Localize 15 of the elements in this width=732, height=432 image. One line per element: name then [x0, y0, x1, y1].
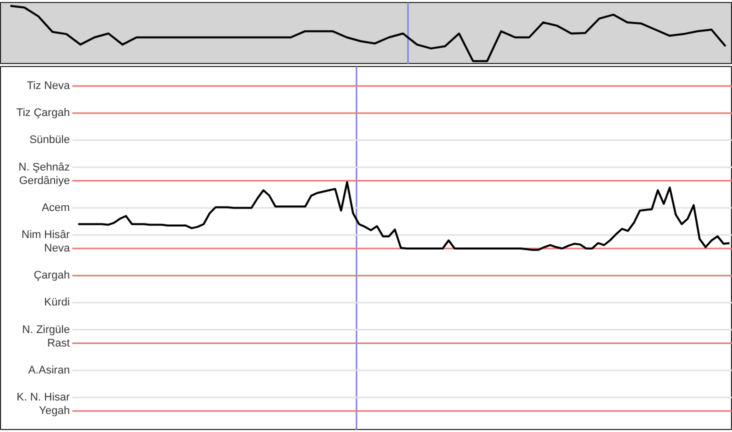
ref-line-label: Tiz Neva	[26, 80, 71, 92]
ref-line-label: Yegah	[39, 405, 70, 417]
ref-line-label: N. Şehnâz	[18, 161, 70, 174]
ref-line-label: A.Asiran	[28, 364, 70, 376]
ref-line-label: Tiz Çargah	[16, 107, 70, 120]
ref-line-label: Acem	[42, 202, 70, 214]
ref-line-label: Sünbüle	[29, 134, 70, 146]
ref-line-label: Neva	[44, 242, 71, 254]
ref-line-label: Nim Hisâr	[22, 228, 70, 241]
ref-line-label: N. Zirgüle	[22, 324, 70, 336]
ref-line-label: Rast	[47, 337, 70, 350]
ref-line-label: Kürdi	[44, 296, 70, 309]
ref-line-label: Çargah	[34, 270, 70, 282]
ref-line-label: Gerdâniye	[19, 174, 70, 187]
ref-line-label: K. N. Hisar	[16, 391, 70, 404]
